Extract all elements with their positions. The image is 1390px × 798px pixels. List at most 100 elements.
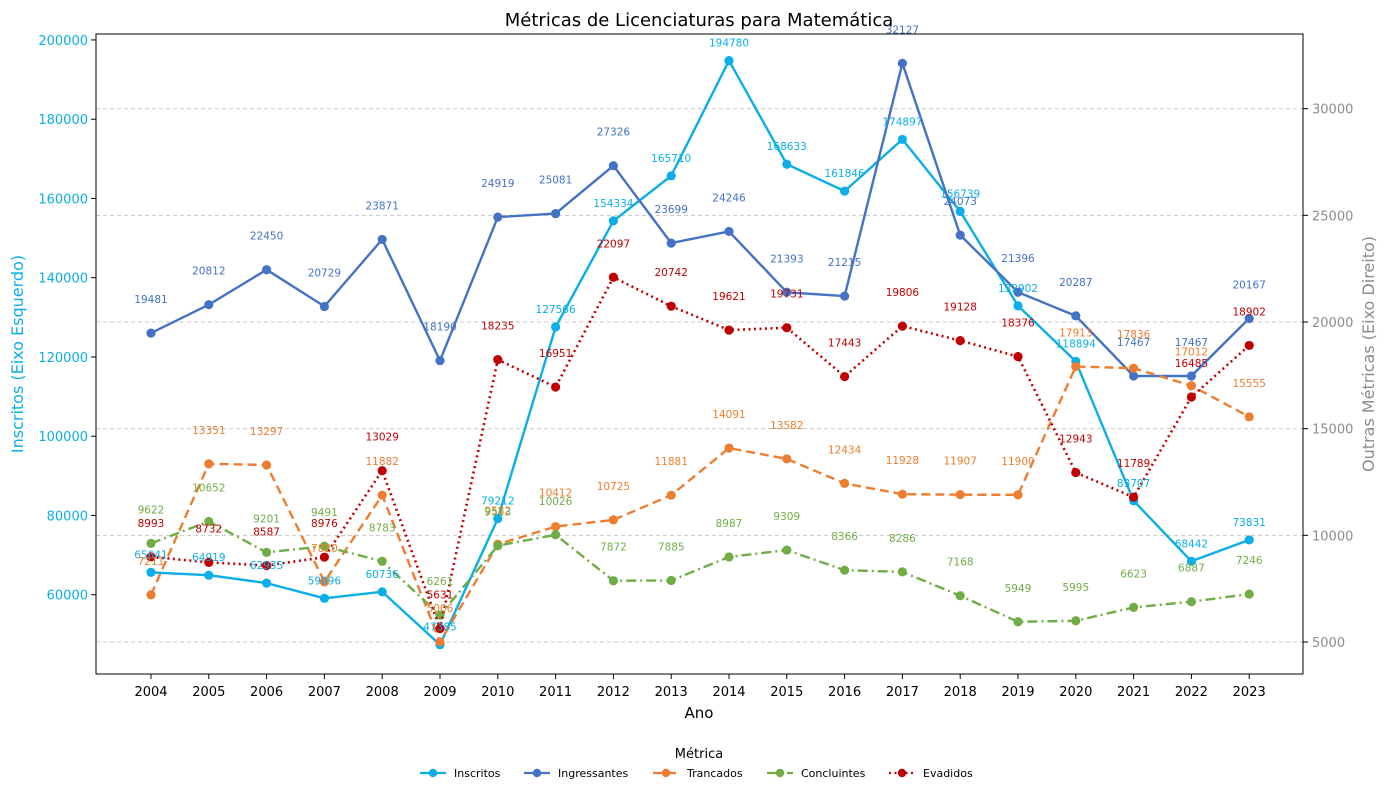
data-point-evadidos (146, 552, 156, 562)
data-label-trancados: 5006 (427, 603, 454, 615)
data-label-evadidos: 11789 (1117, 458, 1150, 470)
data-label-trancados: 11907 (943, 456, 976, 468)
data-point-concluintes (840, 565, 850, 575)
data-point-inscritos (1186, 556, 1196, 566)
data-label-concluintes: 6623 (1120, 568, 1147, 580)
data-point-concluintes (551, 530, 561, 540)
data-label-evadidos: 12943 (1059, 434, 1092, 446)
x-tick-label: 2014 (712, 685, 745, 700)
data-point-inscritos (146, 567, 156, 577)
data-point-evadidos (319, 552, 329, 562)
x-tick-label: 2017 (886, 685, 919, 700)
data-point-ingressantes (493, 212, 503, 222)
data-label-trancados: 10412 (539, 488, 572, 500)
y-left-tick-label: 160000 (38, 192, 88, 207)
data-label-evadidos: 16485 (1175, 358, 1208, 370)
data-point-trancados (782, 454, 792, 464)
data-point-trancados (1013, 490, 1023, 500)
data-label-trancados: 11882 (365, 456, 398, 468)
y-right-tick-label: 30000 (1312, 103, 1353, 118)
x-tick-label: 2005 (192, 685, 225, 700)
data-point-inscritos (840, 186, 850, 196)
data-label-inscritos: 194780 (709, 38, 749, 50)
data-label-trancados: 12434 (828, 444, 862, 456)
x-tick-label: 2022 (1175, 685, 1208, 700)
x-tick-label: 2019 (1001, 685, 1034, 700)
x-tick-label: 2010 (481, 685, 514, 700)
x-tick-label: 2020 (1059, 685, 1092, 700)
data-label-inscritos: 174897 (882, 116, 922, 128)
data-point-trancados (262, 460, 272, 470)
data-label-evadidos: 8732 (195, 523, 222, 535)
data-point-ingressantes (262, 265, 272, 275)
data-point-evadidos (782, 323, 792, 333)
data-point-trancados (319, 577, 329, 587)
data-point-inscritos (782, 159, 792, 169)
grid-layer (96, 108, 1303, 643)
data-point-inscritos (377, 587, 387, 597)
data-label-evadidos: 20742 (654, 267, 687, 279)
data-point-concluintes (1186, 597, 1196, 607)
y-axis-left-label: Inscritos (Eixo Esquerdo) (8, 255, 27, 453)
data-label-concluintes: 5949 (1005, 583, 1032, 595)
data-label-inscritos: 156739 (940, 188, 980, 200)
data-point-concluintes (897, 567, 908, 577)
legend-label-inscritos: Inscritos (454, 767, 501, 780)
data-label-ingressantes: 21396 (1001, 253, 1035, 265)
data-point-ingressantes (551, 209, 561, 219)
x-tick-label: 2018 (944, 685, 977, 700)
data-label-trancados: 17913 (1059, 328, 1092, 340)
series-line-inscritos (150, 59, 1250, 646)
data-point-evadidos (608, 272, 619, 282)
data-label-inscritos: 79212 (481, 496, 514, 508)
data-label-ingressantes: 20167 (1232, 279, 1265, 291)
data-point-ingressantes (1186, 371, 1196, 381)
data-point-concluintes (608, 576, 619, 586)
y-left-tick-label: 80000 (47, 509, 88, 524)
data-label-inscritos: 132902 (998, 283, 1038, 295)
data-label-inscritos: 168633 (767, 141, 807, 153)
data-point-concluintes (782, 545, 792, 555)
data-point-ingressantes (1071, 311, 1081, 321)
x-tick-label: 2006 (250, 685, 283, 700)
plot-frame (95, 33, 1304, 675)
data-point-concluintes (666, 575, 676, 586)
data-point-evadidos (262, 560, 272, 571)
x-tick-label: 2016 (828, 685, 861, 700)
data-point-evadidos (955, 336, 965, 346)
data-label-concluintes: 9622 (138, 504, 165, 516)
data-label-ingressantes: 24073 (943, 196, 976, 208)
series-layer (146, 56, 1254, 650)
data-point-evadidos (377, 466, 387, 476)
data-label-ingressantes: 23871 (365, 200, 398, 212)
data-label-trancados: 11900 (1001, 456, 1034, 468)
data-label-inscritos: 127566 (536, 304, 576, 316)
data-point-evadidos (666, 301, 676, 311)
data-point-ingressantes (204, 300, 214, 310)
legend-marker-trancados (661, 768, 671, 778)
data-label-evadidos: 8976 (311, 518, 338, 530)
data-label-ingressantes: 20729 (308, 267, 341, 279)
legend-marker-inscritos (428, 768, 438, 778)
data-point-ingressantes (666, 238, 676, 248)
data-label-trancados: 10725 (597, 481, 630, 493)
data-label-concluintes: 8987 (716, 518, 743, 530)
data-label-ingressantes: 20287 (1059, 277, 1092, 289)
data-point-concluintes (493, 541, 503, 551)
data-label-concluintes: 6887 (1178, 563, 1205, 575)
x-tick-label: 2012 (597, 685, 630, 700)
series-line-ingressantes (150, 62, 1251, 378)
data-label-inscritos: 68442 (1175, 538, 1208, 550)
data-label-trancados: 9582 (484, 505, 511, 517)
data-point-evadidos (724, 325, 734, 335)
data-label-trancados: 14091 (712, 409, 745, 421)
data-point-trancados (608, 515, 619, 525)
data-label-evadidos: 8993 (138, 518, 165, 530)
data-label-ingressantes: 32127 (886, 24, 919, 36)
legend-label-trancados: Trancados (686, 767, 743, 780)
data-label-inscritos: 47385 (423, 622, 456, 634)
y-left-tick-label: 120000 (38, 351, 88, 366)
data-label-ingressantes: 24919 (481, 178, 514, 190)
data-point-inscritos (724, 56, 734, 66)
